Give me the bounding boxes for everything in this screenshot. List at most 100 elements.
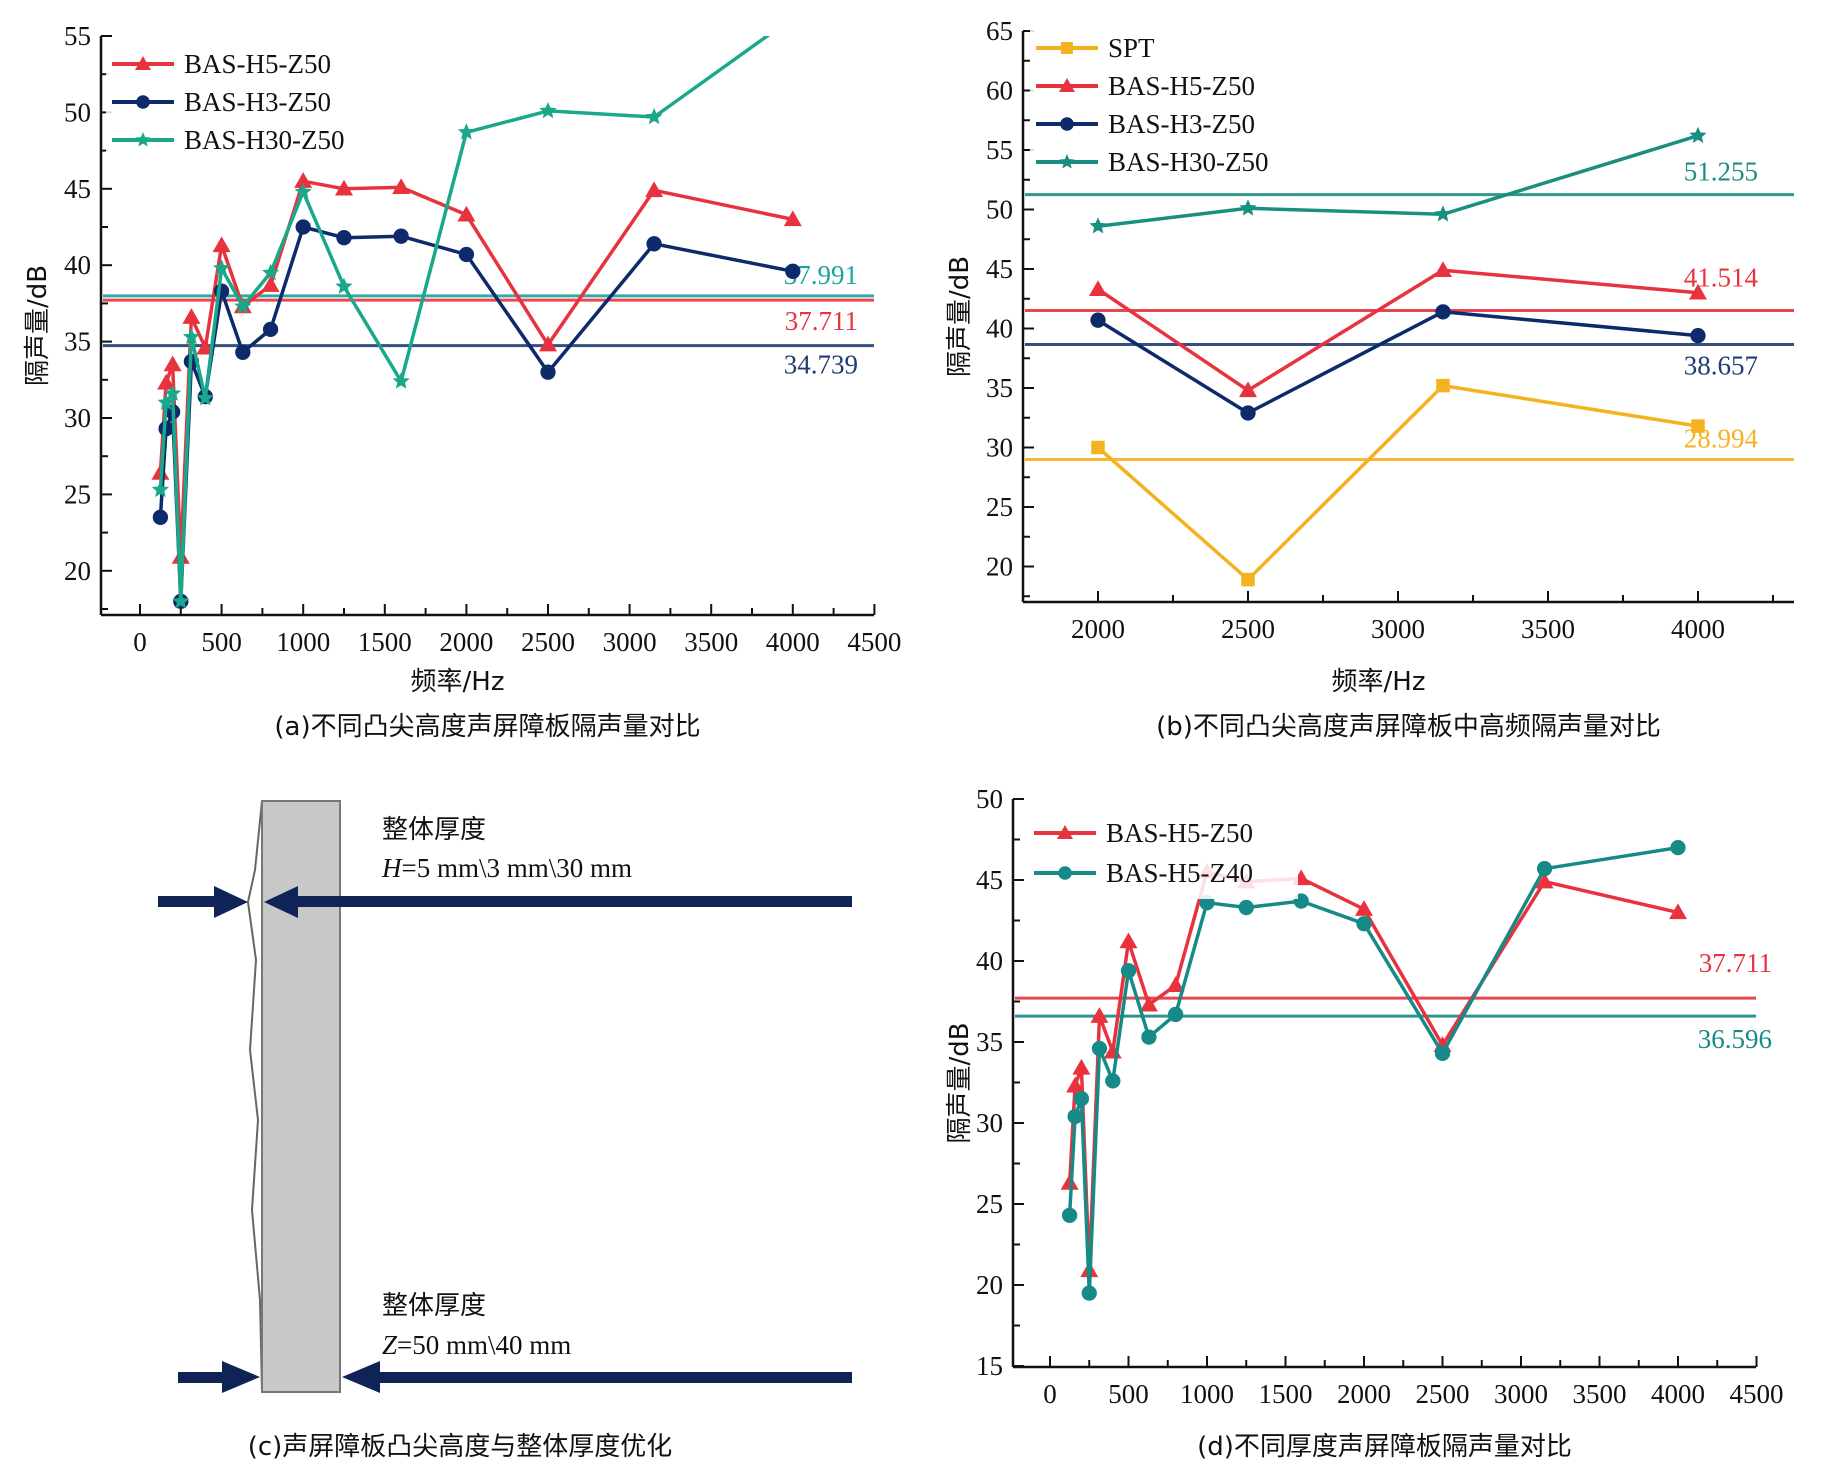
y-tick-label: 25 [976,1189,1003,1219]
data-point [785,263,801,279]
z-var: Z [382,1330,398,1360]
data-point [540,364,556,380]
legend-label: BAS-H30-Z50 [1108,147,1269,177]
data-point [1356,916,1372,932]
legend: BAS-H5-Z50 BAS-H3-Z50 BAS-H30-Z50 [106,44,376,164]
series-group [151,9,802,610]
data-point [157,373,176,390]
caption-a: (a)不同凸尖高度声屏障板隔声量对比 [274,712,700,742]
legend-label: BAS-H3-Z50 [1108,109,1255,139]
data-point [1355,900,1373,916]
data-point [784,9,801,25]
reference-line-label: 51.255 [1684,157,1758,187]
y-tick-label: 25 [64,479,91,509]
series-line-BAS-H5-Z40 [1067,845,1679,1295]
caption-c: (c)声屏障板凸尖高度与整体厚度优化 [248,1432,673,1462]
x-tick-label: 2500 [1221,614,1275,644]
data-point [1434,1045,1451,1061]
reference-line-label: 37.711 [1699,948,1772,978]
legend-label: BAS-H5-Z50 [1108,71,1255,101]
legend-marker-square [1061,42,1073,54]
legend-label: SPT [1108,33,1155,63]
reference-line-label: 41.514 [1684,262,1759,292]
data-point [457,205,476,222]
caption-d: (d)不同厚度声屏障板隔声量对比 [1197,1432,1572,1462]
data-point [392,178,411,195]
series-group [1060,839,1687,1301]
data-point [393,228,409,244]
h-values: =5 mm\3 mm\30 mm [402,853,633,883]
x-tick-label: 3000 [1371,614,1425,644]
x-tick-label: 2000 [1071,614,1125,644]
data-point [152,509,169,525]
series-line-BAS-H3-Z50 [158,225,794,604]
data-point [1073,1091,1090,1107]
series-group [1089,126,1707,587]
x-tick-label: 500 [201,627,242,657]
arrow-z-left [178,1361,260,1393]
legend-marker-triangle [135,56,151,70]
barrier-panel [261,800,341,1393]
legend-label: BAS-H30-Z50 [184,125,345,155]
caption-b: (b)不同凸尖高度声屏障板中高频隔声量对比 [1156,712,1661,742]
x-tick-label: 1000 [276,627,330,657]
arrow-h-left [158,886,248,918]
data-point [1436,378,1450,393]
data-point [1119,932,1138,949]
x-axis-label: 频率/Hz [411,667,505,697]
legend: BAS-H5-Z50 BAS-H5-Z40 [1028,813,1298,899]
data-point [1535,872,1554,889]
data-point [1166,976,1185,993]
x-tick-label: 3500 [1573,1379,1627,1409]
series-line-BAS-H5-Z50 [1097,268,1699,393]
data-point [262,321,279,338]
data-point [172,592,190,609]
y-tick-label: 40 [976,946,1003,976]
y-tick-label: 50 [986,195,1013,225]
x-tick-label: 4500 [847,627,901,657]
legend-marker-triangle [1057,825,1073,839]
data-point [1691,419,1705,433]
x-tick-label: 500 [1108,1379,1149,1409]
panel-b-chart: 20 25 30 35 40 45 50 55 60 65 2000 2500 3000 3500 4000… [945,16,1794,742]
data-point [157,393,175,410]
x-tick-label: 3000 [1494,1379,1548,1409]
y-tick-label: 35 [976,1027,1003,1057]
data-point [1061,1207,1078,1223]
legend-marker-triangle [1059,78,1075,92]
data-point [1089,280,1107,296]
data-point [1139,995,1158,1012]
data-point [1690,327,1706,344]
x-tick-label: 4000 [766,627,820,657]
data-point [457,123,475,140]
y-tick-label: 20 [64,556,91,586]
y-tick-label: 40 [64,250,91,280]
legend-marker-circle [1058,866,1072,880]
x-tick-label: 0 [1043,1379,1057,1409]
data-point [783,210,802,227]
data-point [1689,283,1707,300]
data-point [294,172,313,188]
legend-background [1028,813,1298,899]
series-line-BAS-H5-Z50 [158,179,794,559]
series-line-BAS-H30-Z50 [158,36,771,604]
legend-marker-circle [136,95,150,109]
data-point [1241,572,1255,587]
y-tick-label: 20 [986,552,1013,582]
top-thickness-title: 整体厚度 [382,815,486,845]
data-point [234,297,252,314]
legend-marker-circle [1060,117,1074,131]
z-formula: Z=50 mm\40 mm [382,1330,571,1360]
data-point [458,246,475,263]
x-tick-label: 4000 [1651,1379,1705,1409]
y-tick-label: 45 [976,865,1003,895]
y-tick-label: 30 [986,433,1013,463]
data-point [1091,1040,1108,1057]
data-point [1066,1076,1085,1093]
data-point [164,384,182,401]
data-point [235,344,251,360]
y-axis-label: 隔声量/dB [945,256,975,377]
data-point [1434,261,1452,277]
data-point [335,179,353,196]
